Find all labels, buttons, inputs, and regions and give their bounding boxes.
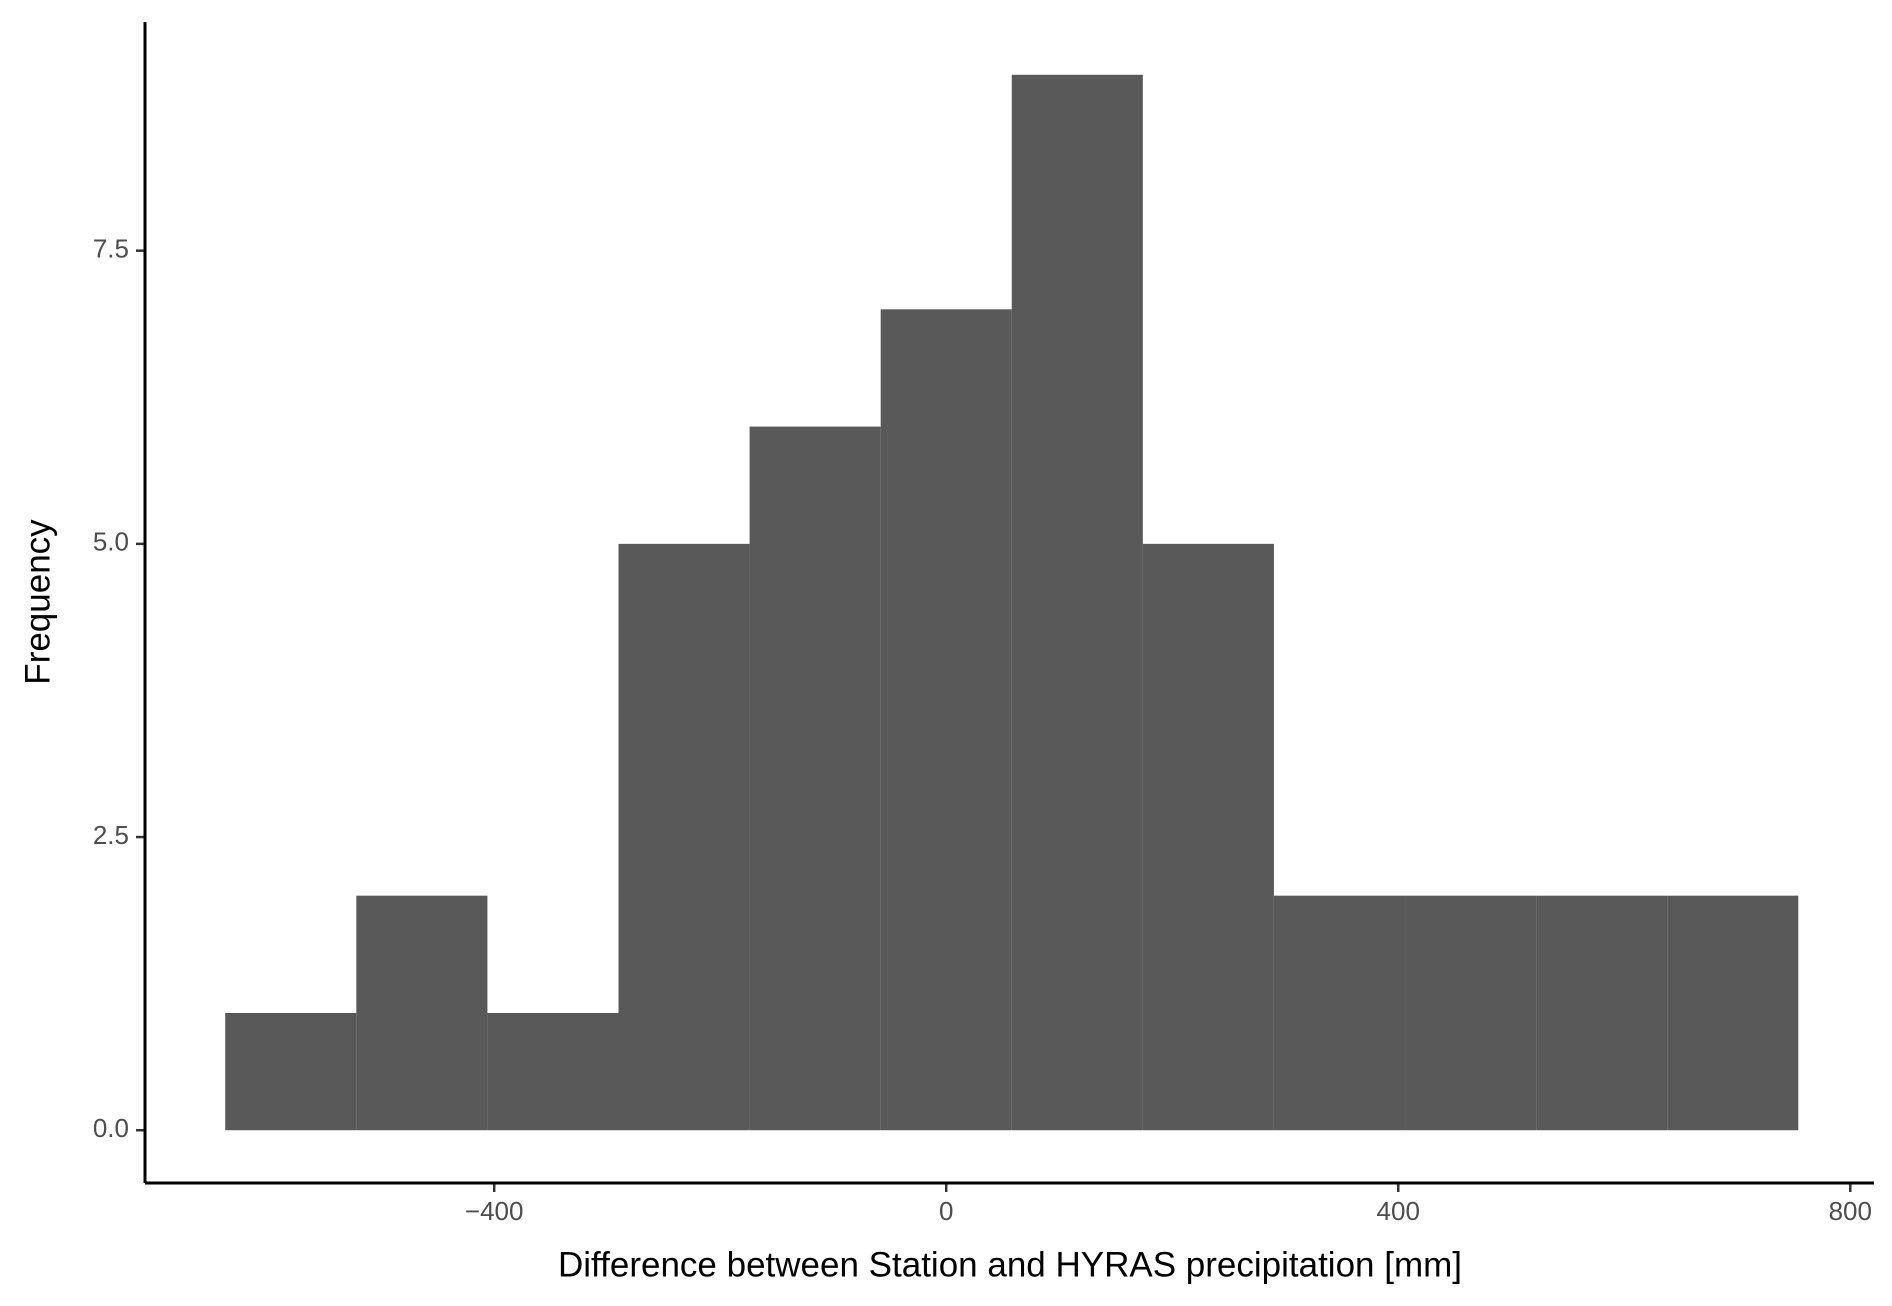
bar: [880, 309, 1012, 1131]
bar: [1142, 543, 1274, 1131]
bar: [1405, 895, 1537, 1131]
y-tick-label: 2.5: [93, 820, 129, 850]
bar: [487, 1012, 619, 1131]
bar: [1273, 895, 1406, 1131]
x-tick-label: 800: [1829, 1196, 1872, 1226]
y-tick-label: 5.0: [93, 527, 129, 557]
x-tick-label: 0: [939, 1196, 953, 1226]
x-axis-title: Difference between Station and HYRAS pre…: [558, 1245, 1462, 1284]
x-tick-label: −400: [465, 1196, 524, 1226]
y-axis-title: Frequency: [18, 519, 57, 685]
y-tick-label: 7.5: [93, 234, 129, 264]
bar: [1011, 74, 1143, 1131]
bar: [225, 1012, 357, 1131]
bar: [618, 543, 750, 1131]
bar: [1536, 895, 1668, 1131]
bar: [356, 895, 488, 1131]
bar: [749, 426, 881, 1131]
x-tick-label: 400: [1377, 1196, 1420, 1226]
y-tick-label: 0.0: [93, 1113, 129, 1143]
bar: [1667, 895, 1799, 1131]
